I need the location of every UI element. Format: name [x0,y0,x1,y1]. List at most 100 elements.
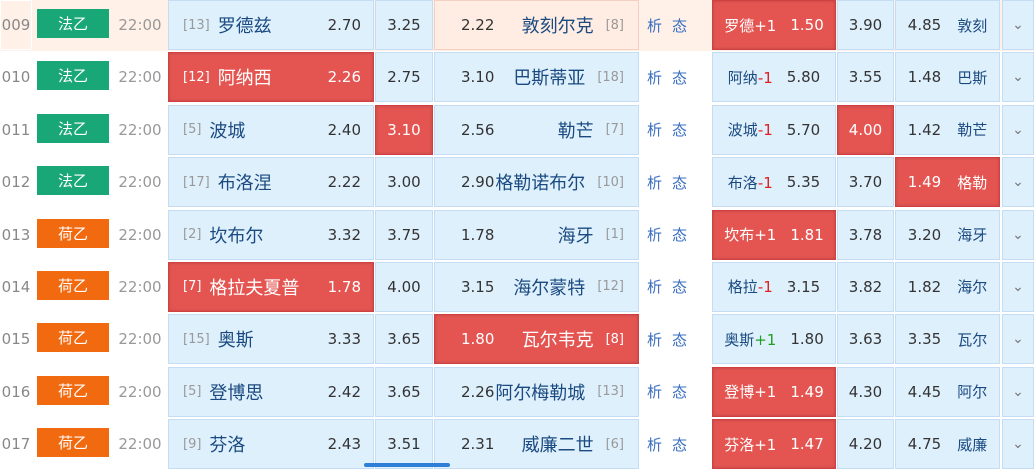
expand-chevron-icon[interactable]: ⌄ [1002,104,1034,155]
home-win-odds-cell[interactable]: [17] 布洛涅 2.22 [168,157,374,208]
home-win-odds-cell[interactable]: [5] 波城 2.40 [168,104,374,155]
away-win-odds-cell[interactable]: 2.31 威廉二世 [6] [434,419,639,470]
draw-odds-cell[interactable]: 3.65 [375,314,433,365]
handicap-away-cell[interactable]: 1.42 勒芒 [895,104,1000,155]
home-win-odds-cell[interactable]: [5] 登博思 2.42 [168,366,374,417]
handicap-draw-cell[interactable]: 3.78 [837,209,894,260]
expand-chevron-icon[interactable]: ⌄ [1002,261,1034,312]
draw-odds-cell[interactable]: 3.51 [375,419,433,470]
form-link[interactable]: 态 [672,383,688,402]
expand-chevron-icon[interactable]: ⌄ [1002,419,1034,470]
handicap-away-cell[interactable]: 4.45 阿尔 [895,366,1000,417]
handicap-away-cell[interactable]: 1.48 巴斯 [895,52,1000,103]
analysis-link[interactable]: 析 [647,226,663,245]
handicap-draw-cell[interactable]: 4.00 [837,104,894,155]
away-rank: [13] [597,384,624,400]
handicap-draw-cell[interactable]: 4.30 [837,366,894,417]
league-badge[interactable]: 法乙 [37,166,109,196]
expand-chevron-icon[interactable]: ⌄ [1002,52,1034,103]
analysis-link[interactable]: 析 [647,68,663,87]
analysis-link[interactable]: 析 [647,278,663,297]
form-link[interactable]: 态 [672,226,688,245]
draw-odds-cell[interactable]: 3.10 [375,104,433,155]
handicap-away-cell[interactable]: 4.85 敦刻 [895,0,1000,50]
form-link[interactable]: 态 [672,68,688,87]
away-win-odds-cell[interactable]: 2.22 敦刻尔克 [8] [434,0,639,50]
kickoff-time: 22:00 [118,225,162,244]
expand-chevron-icon[interactable]: ⌄ [1002,157,1034,208]
form-link[interactable]: 态 [672,278,688,297]
handicap-home-cell[interactable]: 芬洛+1 1.47 [712,419,836,470]
away-win-odds-cell[interactable]: 1.78 海牙 [1] [434,209,639,260]
handicap-value: +1 [754,435,777,454]
league-badge[interactable]: 法乙 [37,9,109,38]
league-badge[interactable]: 荷乙 [37,375,109,405]
draw-odds-cell[interactable]: 3.00 [375,157,433,208]
home-win-odds-cell[interactable]: [9] 芬洛 2.43 [168,419,374,470]
scroll-indicator[interactable] [364,463,450,467]
handicap-home-cell[interactable]: 登博+1 1.49 [712,366,836,417]
away-team: 威廉二世 [521,435,594,457]
expand-chevron-icon[interactable]: ⌄ [1002,0,1034,50]
away-win-odds-cell[interactable]: 3.15 海尔蒙特 [12] [434,261,639,312]
expand-chevron-icon[interactable]: ⌄ [1002,314,1034,365]
away-rank: [10] [597,174,624,190]
league-badge[interactable]: 荷乙 [37,218,109,248]
form-link[interactable]: 态 [672,330,688,349]
analysis-link[interactable]: 析 [647,383,663,402]
handicap-draw-cell[interactable]: 3.70 [837,157,894,208]
home-team: 阿纳西 [217,68,272,90]
handicap-draw-cell[interactable]: 3.82 [837,261,894,312]
handicap-away-cell[interactable]: 1.82 海尔 [895,261,1000,312]
home-win-odds-cell[interactable]: [13] 罗德兹 2.70 [168,0,374,50]
handicap-home-cell[interactable]: 坎布+1 1.81 [712,209,836,260]
away-win-odds-cell[interactable]: 1.80 瓦尔韦克 [8] [434,314,639,365]
form-link[interactable]: 态 [672,16,688,35]
draw-odds-cell[interactable]: 3.25 [375,0,433,50]
handicap-home-cell[interactable]: 格拉-1 3.15 [712,261,836,312]
home-win-odds-cell[interactable]: [7] 格拉夫夏普 1.78 [168,261,374,312]
analysis-link[interactable]: 析 [647,330,663,349]
analysis-link[interactable]: 析 [647,435,663,454]
form-link[interactable]: 态 [672,173,688,192]
handicap-away-cell[interactable]: 3.35 瓦尔 [895,314,1000,365]
expand-chevron-icon[interactable]: ⌄ [1002,209,1034,260]
league-badge[interactable]: 法乙 [37,61,109,91]
analysis-link[interactable]: 析 [647,16,663,35]
away-win-odds-cell[interactable]: 2.26 阿尔梅勒城 [13] [434,366,639,417]
handicap-home-cell[interactable]: 布洛-1 5.35 [712,157,836,208]
handicap-draw-cell[interactable]: 3.55 [837,52,894,103]
draw-odds-cell[interactable]: 2.75 [375,52,433,103]
handicap-home-cell[interactable]: 波城-1 5.70 [712,104,836,155]
handicap-away-cell[interactable]: 3.20 海牙 [895,209,1000,260]
handicap-home-cell[interactable]: 奥斯+1 1.80 [712,314,836,365]
handicap-away-cell[interactable]: 4.75 威廉 [895,419,1000,470]
handicap-away-cell[interactable]: 1.49 格勒 [895,157,1000,208]
form-link[interactable]: 态 [672,121,688,140]
home-win-odds-cell[interactable]: [15] 奥斯 3.33 [168,314,374,365]
form-link[interactable]: 态 [672,435,688,454]
league-badge[interactable]: 法乙 [37,113,109,143]
away-win-odds-cell[interactable]: 2.56 勒芒 [7] [434,104,639,155]
handicap-value: -1 [757,121,773,140]
analysis-link[interactable]: 析 [647,173,663,192]
handicap-home-team: 布洛 [727,173,758,192]
kickoff-time: 22:00 [118,120,162,139]
handicap-home-cell[interactable]: 罗德+1 1.50 [712,0,836,50]
expand-chevron-icon[interactable]: ⌄ [1002,366,1034,417]
draw-odds-cell[interactable]: 3.65 [375,366,433,417]
draw-odds-cell[interactable]: 4.00 [375,261,433,312]
handicap-draw-cell[interactable]: 3.90 [837,0,894,50]
league-badge[interactable]: 荷乙 [37,428,109,458]
handicap-home-cell[interactable]: 阿纳-1 5.80 [712,52,836,103]
home-win-odds-cell[interactable]: [2] 坎布尔 3.32 [168,209,374,260]
home-win-odds-cell[interactable]: [12] 阿纳西 2.26 [168,52,374,103]
handicap-draw-cell[interactable]: 4.20 [837,419,894,470]
draw-odds-cell[interactable]: 3.75 [375,209,433,260]
league-badge[interactable]: 荷乙 [37,270,109,300]
analysis-link[interactable]: 析 [647,121,663,140]
league-badge[interactable]: 荷乙 [37,323,109,353]
away-win-odds-cell[interactable]: 2.90 格勒诺布尔 [10] [434,157,639,208]
away-win-odds-cell[interactable]: 3.10 巴斯蒂亚 [18] [434,52,639,103]
handicap-draw-cell[interactable]: 3.63 [837,314,894,365]
